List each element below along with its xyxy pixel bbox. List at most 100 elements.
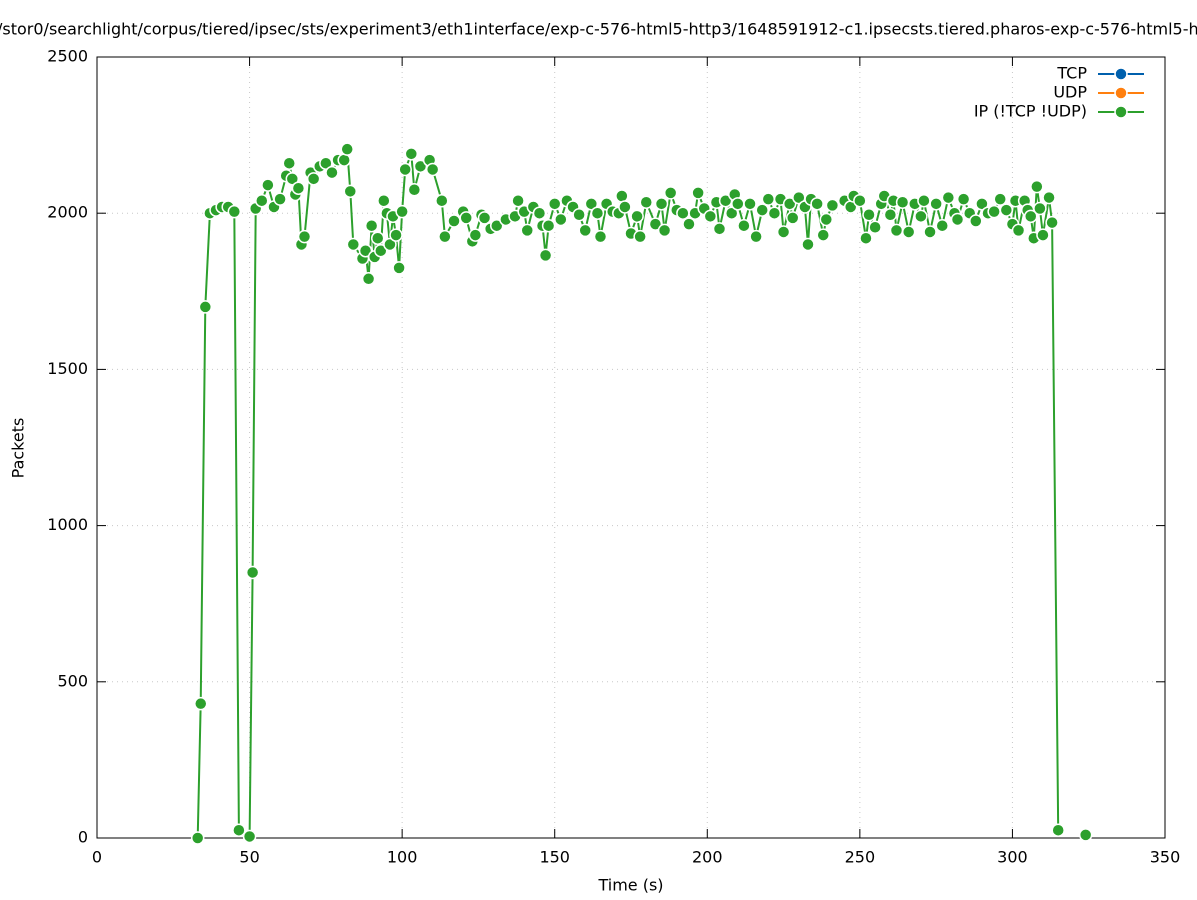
data-point [447, 214, 461, 228]
data-point [227, 204, 242, 219]
data-point [370, 231, 385, 245]
y-tick-label: 500 [57, 671, 88, 690]
data-point [810, 197, 824, 211]
data-point [1033, 201, 1047, 216]
data-point [285, 172, 300, 186]
data-point [969, 214, 983, 228]
data-point [193, 696, 208, 711]
data-point [923, 225, 937, 239]
data-point [868, 220, 882, 235]
data-point [511, 193, 525, 208]
data-point [468, 228, 483, 242]
data-point [987, 204, 1001, 219]
data-point [749, 229, 763, 244]
data-point [245, 565, 260, 580]
data-point [291, 181, 306, 195]
data-point [895, 195, 910, 210]
data-point [520, 223, 535, 238]
data-point [590, 206, 605, 220]
data-point [1030, 179, 1044, 194]
data-point [261, 178, 275, 192]
x-tick-label: 100 [387, 848, 418, 867]
data-point [337, 153, 351, 167]
data-point [392, 261, 406, 275]
data-point [340, 142, 354, 156]
x-tick-label: 50 [239, 848, 259, 867]
legend-swatch [1114, 86, 1128, 100]
data-point [703, 209, 718, 224]
data-point [398, 162, 412, 177]
y-tick-label: 1500 [47, 359, 88, 378]
data-point [319, 156, 333, 170]
legend-label: TCP [1056, 64, 1087, 83]
y-tick-label: 1000 [47, 515, 88, 534]
data-point [438, 229, 452, 244]
data-point [273, 192, 287, 206]
data-point [572, 208, 586, 222]
x-axis-label: Time (s) [597, 876, 663, 895]
data-point [1036, 228, 1050, 242]
data-point [477, 211, 492, 225]
data-point [657, 223, 672, 238]
data-point [755, 203, 769, 217]
data-point [618, 200, 632, 214]
data-point [883, 208, 898, 222]
data-point [190, 831, 205, 845]
legend-label: IP (!TCP !UDP) [974, 102, 1087, 121]
data-point [859, 231, 873, 245]
data-point [232, 823, 246, 837]
data-point [395, 204, 409, 219]
data-point [633, 229, 647, 244]
x-tick-label: 250 [845, 848, 876, 867]
data-point [459, 211, 473, 225]
x-tick-label: 0 [92, 848, 102, 867]
data-point [346, 237, 361, 252]
data-point [297, 229, 312, 244]
x-tick-label: 350 [1150, 848, 1181, 867]
data-point [389, 228, 403, 242]
data-point [578, 223, 592, 238]
data-point [737, 218, 751, 233]
data-point [682, 217, 696, 231]
data-point [825, 198, 840, 213]
data-point [654, 197, 669, 211]
data-point [593, 229, 608, 244]
data-point [306, 172, 321, 186]
data-point [712, 222, 727, 236]
data-point [816, 228, 830, 242]
data-point [407, 183, 422, 197]
data-point [404, 147, 419, 161]
data-point [1042, 190, 1056, 205]
data-point [819, 212, 834, 227]
data-point [956, 192, 971, 206]
x-tick-label: 200 [692, 848, 723, 867]
data-point [242, 829, 257, 844]
data-point [538, 248, 553, 263]
data-point [1051, 823, 1065, 837]
data-point [489, 218, 504, 233]
data-point [198, 300, 213, 314]
data-point [718, 193, 733, 208]
x-tick-label: 300 [997, 848, 1028, 867]
data-point [639, 195, 654, 210]
data-point [941, 190, 956, 205]
data-point [1045, 215, 1059, 230]
legend-swatch [1114, 105, 1128, 119]
data-point [383, 237, 397, 252]
data-point [761, 192, 776, 206]
data-point [889, 223, 904, 238]
data-point [1023, 209, 1038, 224]
plot-border [96, 56, 1166, 839]
data-point [435, 193, 449, 208]
data-point [630, 209, 644, 224]
data-point [785, 211, 800, 225]
data-point [724, 206, 739, 220]
data-point [914, 209, 928, 224]
data-point [776, 225, 791, 239]
data-point [364, 218, 379, 233]
data-point [255, 193, 269, 208]
y-axis-label: Packets [9, 418, 28, 479]
data-point [413, 159, 428, 174]
data-point [584, 197, 599, 211]
